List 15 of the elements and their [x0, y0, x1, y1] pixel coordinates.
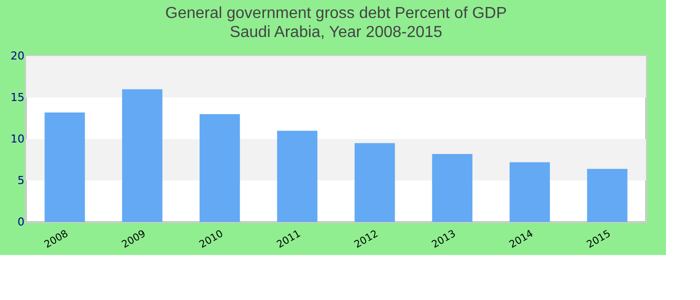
chart-subtitle: Saudi Arabia, Year 2008-2015: [230, 24, 442, 41]
y-tick-label: 5: [18, 174, 24, 187]
bar: [510, 162, 550, 222]
bar: [277, 130, 318, 222]
bar: [200, 114, 240, 222]
y-tick-label: 20: [10, 50, 24, 62]
bar: [432, 154, 472, 222]
y-tick-label: 15: [10, 91, 24, 104]
bar: [44, 112, 85, 222]
chart-title: General government gross debt Percent of GDP: [165, 5, 507, 22]
y-tick-label: 10: [10, 132, 24, 146]
bar: [587, 168, 628, 222]
y-tick-label: 0: [18, 216, 24, 228]
bar: [354, 143, 395, 222]
bar: [122, 89, 162, 222]
